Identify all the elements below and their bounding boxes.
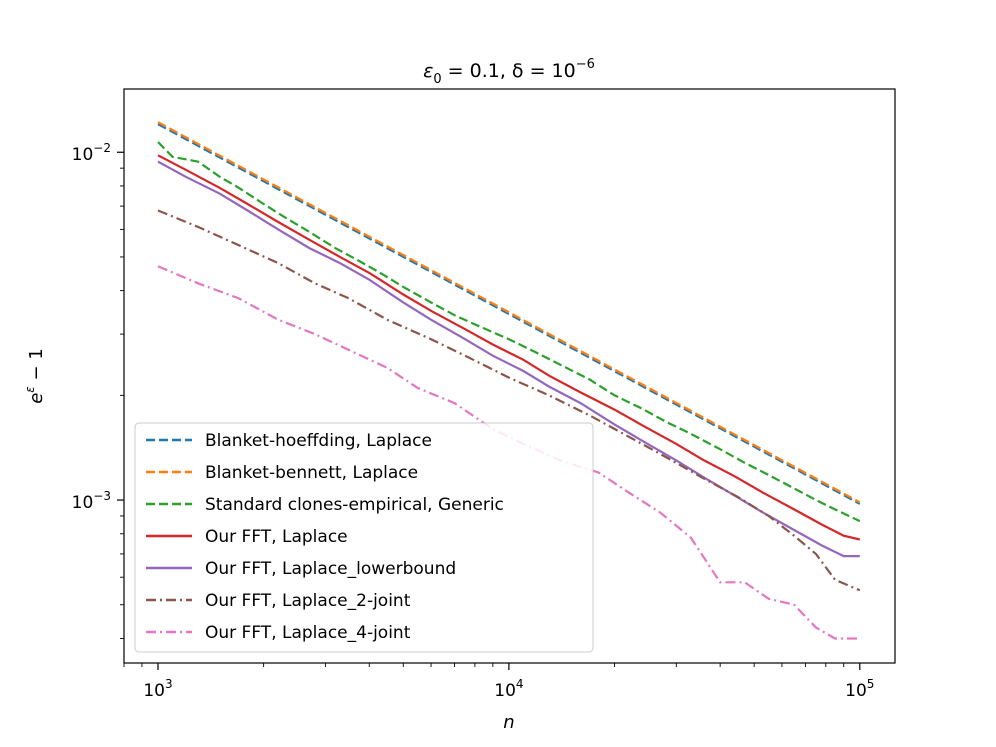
plot-area-frame <box>123 88 896 664</box>
y-axis-label: eε − 1 <box>23 348 47 404</box>
x-tick-label: 104 <box>494 677 523 701</box>
y-tick-label: 10−2 <box>72 141 111 165</box>
series-line-3 <box>157 141 861 523</box>
series-line-1 <box>157 123 861 505</box>
legend-label-7: Our FFT, Laplace_4-joint <box>205 623 411 643</box>
chart-title: ε0 = 0.1, δ = 10−6 <box>423 57 595 87</box>
legend-label-6: Our FFT, Laplace_2-joint <box>205 591 411 611</box>
x-axis-label: n <box>503 712 514 733</box>
ticks-layer: 103 104 105 10−2 10−3 <box>72 141 875 701</box>
x-tick-label: 103 <box>143 677 172 701</box>
legend-label-4: Our FFT, Laplace <box>205 527 348 547</box>
series-line-6 <box>157 209 861 592</box>
series-line-4 <box>157 154 861 541</box>
legend: Blanket-hoeffding, Laplace Blanket-bennet… <box>134 422 594 653</box>
legend-label-3: Standard clones-empirical, Generic <box>205 495 504 515</box>
y-tick-label: 10−3 <box>72 489 111 513</box>
x-tick-label: 105 <box>845 677 874 701</box>
legend-label-2: Blanket-bennett, Laplace <box>205 463 418 483</box>
legend-label-1: Blanket-hoeffding, Laplace <box>205 431 432 451</box>
legend-box <box>134 422 594 653</box>
series-line-2 <box>157 121 861 504</box>
series-line-5 <box>157 160 860 558</box>
legend-label-5: Our FFT, Laplace_lowerbound <box>205 559 456 579</box>
